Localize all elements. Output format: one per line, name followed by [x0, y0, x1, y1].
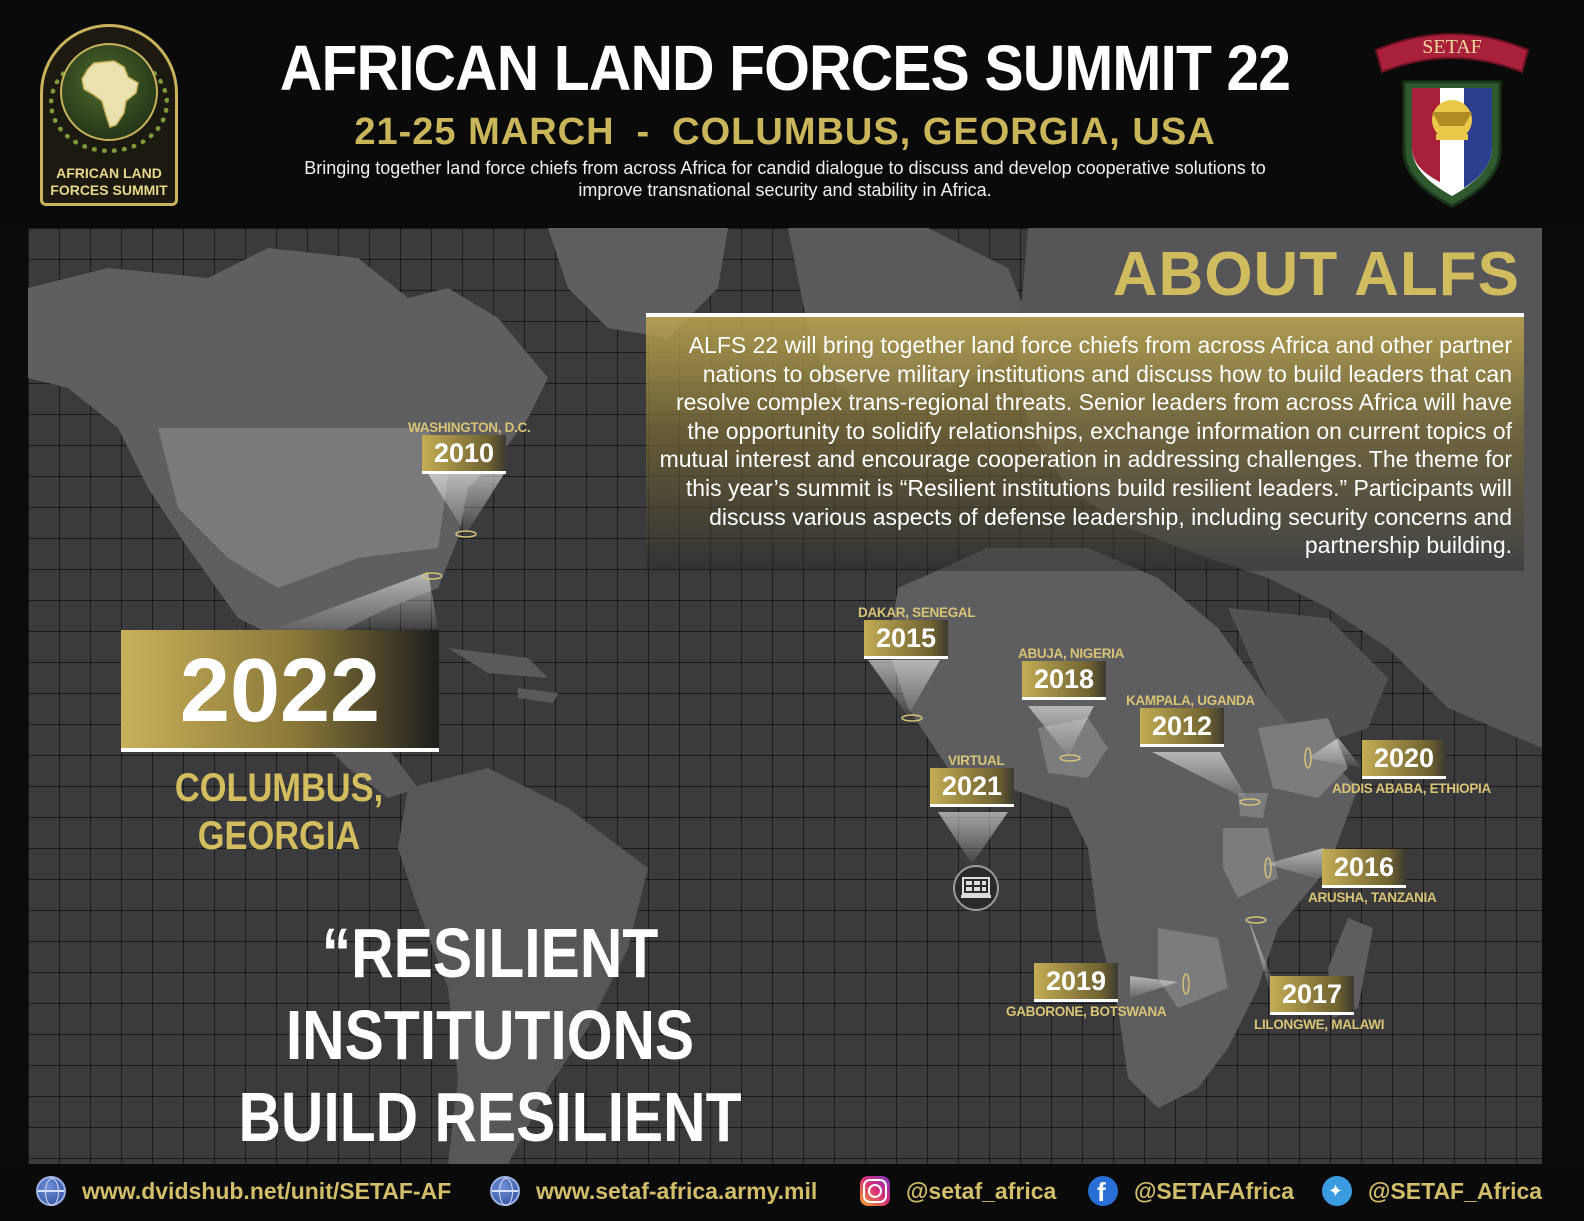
event-dates: 21-25 MARCH — [354, 111, 615, 153]
footer-link-label[interactable]: @setaf_africa — [906, 1177, 1057, 1204]
marker-washington: WASHINGTON, D.C. 2010 — [408, 420, 531, 474]
event-location: COLUMBUS, GEORGIA, USA — [672, 111, 1216, 153]
footer-link-facebook[interactable]: f @SETAFAfrica — [1088, 1174, 1294, 1208]
marker-city: ARUSHA, TANZANIA — [1308, 890, 1437, 905]
about-heading: ABOUT ALFS — [1112, 240, 1520, 309]
footer-link-instagram[interactable]: @setaf_africa — [860, 1174, 1056, 1208]
marker-city: VIRTUAL — [948, 753, 1005, 768]
footer-link-label[interactable]: www.setaf-africa.army.mil — [536, 1177, 818, 1204]
wreath-icon — [49, 53, 169, 153]
marker-addis-ababa: 2020 ADDIS ABABA, ETHIOPIA — [1332, 740, 1491, 796]
marker-year: 2016 — [1322, 849, 1407, 888]
globe-icon — [36, 1176, 66, 1206]
marker-city: ABUJA, NIGERIA — [1018, 646, 1125, 661]
marker-gaborone: 2019 GABORONE, BOTSWANA — [1006, 963, 1167, 1019]
footer-link-dvidshub[interactable]: www.dvidshub.net/unit/SETAF-AF — [36, 1174, 451, 1208]
marker-abuja: ABUJA, NIGERIA 2018 — [1018, 646, 1124, 700]
virtual-computer-icon — [953, 865, 999, 911]
marker-kampala: KAMPALA, UGANDA 2012 — [1126, 693, 1255, 747]
marker-year: 2017 — [1270, 976, 1355, 1015]
footer: www.dvidshub.net/unit/SETAF-AF www.setaf… — [0, 1164, 1584, 1221]
footer-link-label[interactable]: @SETAF_Africa — [1368, 1177, 1543, 1204]
marker-year: 2018 — [1022, 661, 1107, 700]
tagline: Bringing together land force chiefs from… — [304, 158, 1266, 200]
theme-line1: “RESILIENT INSTITUTIONS — [285, 914, 695, 1074]
marker-year: 2012 — [1140, 708, 1225, 747]
instagram-icon — [860, 1176, 890, 1206]
marker-arusha: 2016 ARUSHA, TANZANIA — [1308, 849, 1437, 905]
separator: - — [636, 111, 651, 153]
current-year-banner: 2022 — [121, 630, 439, 752]
marker-beams — [278, 474, 1362, 998]
marker-city: GABORONE, BOTSWANA — [1006, 1004, 1167, 1019]
alfs-logo-line2: FORCES SUMMIT — [50, 182, 168, 198]
current-city: COLUMBUS, GEORGIA — [174, 766, 384, 858]
marker-year: 2015 — [864, 620, 949, 659]
marker-dakar: DAKAR, SENEGAL 2015 — [858, 605, 976, 659]
marker-year: 2021 — [930, 768, 1015, 807]
setaf-banner-text: SETAF — [1422, 36, 1482, 58]
alfs-logo: AFRICAN LAND FORCES SUMMIT — [40, 24, 178, 206]
marker-city: ADDIS ABABA, ETHIOPIA — [1332, 781, 1491, 796]
about-body: ALFS 22 will bring together land force c… — [659, 332, 1512, 559]
setaf-shield-logo: SETAF — [1374, 33, 1530, 208]
about-panel: ALFS 22 will bring together land force c… — [646, 313, 1524, 571]
marker-city: DAKAR, SENEGAL — [858, 605, 976, 620]
footer-link-website[interactable]: www.setaf-africa.army.mil — [490, 1174, 817, 1208]
header: AFRICAN LAND FORCES SUMMIT AFRICAN LAND … — [0, 0, 1584, 228]
alfs-logo-text: AFRICAN LAND FORCES SUMMIT — [43, 165, 175, 199]
event-dates-location: 21-25 MARCH - COLUMBUS, GEORGIA, USA — [200, 110, 1370, 154]
marker-city: KAMPALA, UGANDA — [1126, 693, 1255, 708]
footer-link-twitter[interactable]: ✦ @SETAF_Africa — [1322, 1174, 1542, 1208]
globe-icon — [490, 1176, 520, 1206]
facebook-icon: f — [1088, 1176, 1118, 1207]
marker-year: 2010 — [422, 435, 507, 474]
marker-city: WASHINGTON, D.C. — [408, 420, 531, 435]
marker-year: 2020 — [1362, 740, 1447, 779]
page-title: AFRICAN LAND FORCES SUMMIT 22 — [279, 32, 1291, 104]
africa-globe-icon — [60, 43, 158, 141]
footer-link-label[interactable]: @SETAFAfrica — [1134, 1177, 1295, 1204]
alfs-logo-line1: AFRICAN LAND — [56, 165, 162, 181]
footer-link-label[interactable]: www.dvidshub.net/unit/SETAF-AF — [82, 1177, 452, 1204]
marker-year: 2019 — [1034, 963, 1119, 1002]
twitter-icon: ✦ — [1322, 1176, 1352, 1206]
marker-city: LILONGWE, MALAWI — [1254, 1017, 1385, 1032]
marker-lilongwe: 2017 LILONGWE, MALAWI — [1254, 976, 1384, 1032]
current-year: 2022 — [179, 641, 381, 741]
marker-virtual: VIRTUAL 2021 — [930, 753, 1015, 807]
